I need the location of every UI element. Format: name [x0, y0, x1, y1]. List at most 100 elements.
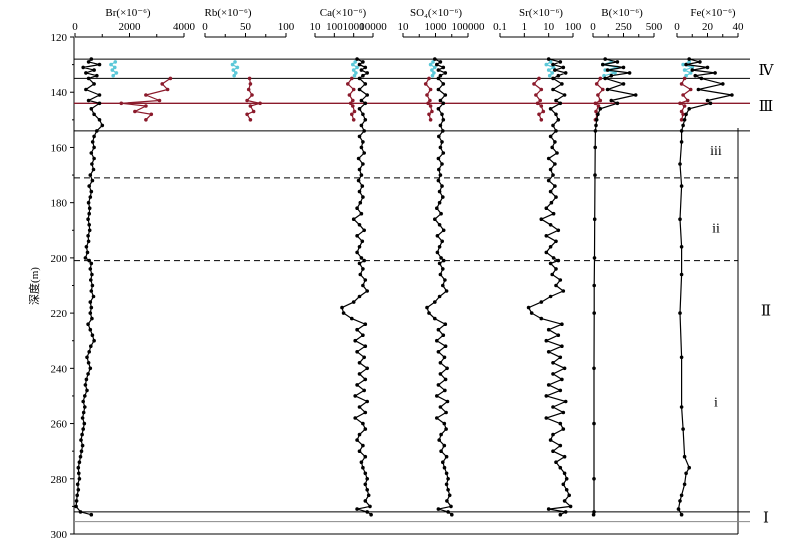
data-point-B-main [601, 62, 605, 67]
data-point-SO4-main [435, 416, 439, 420]
x-tick-label-Ca-100: 100 [326, 21, 343, 33]
data-point-Rb-marker [258, 101, 262, 106]
data-point-SO4-main [441, 195, 445, 199]
data-point-Sr-main [558, 421, 563, 426]
data-point-Fe-main [678, 499, 682, 503]
data-point-Sr-main [558, 60, 563, 64]
data-point-Sr-main [550, 145, 554, 150]
data-point-SO4-main [440, 140, 444, 144]
depth-tick-label-240: 240 [51, 363, 68, 375]
data-point-Fe-main [681, 427, 685, 431]
data-point-Ca-main [362, 355, 367, 360]
data-point-Rb-marker [248, 104, 253, 108]
data-point-B-main [605, 87, 610, 92]
data-point-B-main [627, 71, 632, 75]
data-point-Ca-marker [348, 101, 353, 106]
data-point-Ca-upper [354, 71, 358, 75]
data-point-Ca-main [363, 278, 368, 282]
data-point-SO4-main [433, 300, 437, 304]
data-point-Br-main [85, 250, 90, 255]
data-point-SO4-main [433, 316, 437, 321]
data-point-Fe-main [713, 71, 717, 75]
data-point-Ca-main [363, 118, 368, 122]
data-point-SO4-main [438, 73, 443, 78]
data-point-Ca-main [357, 449, 362, 454]
data-point-SO4-main [443, 71, 448, 75]
data-point-Sr-main [553, 184, 557, 188]
data-point-Sr-main [551, 62, 555, 67]
data-point-Ca-main [357, 107, 362, 111]
depth-tick-label-260: 260 [51, 419, 68, 431]
data-point-Sr-main [546, 57, 551, 61]
data-point-Br-main [84, 71, 88, 75]
data-point-Ca-main [361, 140, 365, 144]
data-point-Sr-main [558, 278, 563, 282]
data-point-SO4-main [441, 82, 446, 86]
data-point-Ca-upper [353, 60, 358, 64]
data-point-B-main [621, 82, 626, 86]
data-point-SO4-main [435, 338, 439, 343]
data-point-Sr-marker [539, 87, 544, 92]
data-point-Sr-main [558, 512, 563, 517]
data-point-Ca-main [361, 60, 365, 64]
data-point-Ca-main [363, 101, 368, 106]
data-point-Br-main [92, 156, 96, 161]
data-point-SO4-main [443, 344, 448, 349]
data-point-Sr-marker [537, 112, 541, 117]
data-point-Br-main [90, 316, 94, 321]
data-point-Sr-main [548, 223, 553, 227]
data-point-Ca-marker [351, 98, 355, 103]
data-point-Ca-main [365, 488, 370, 492]
data-point-Fe-main [679, 355, 684, 360]
data-point-Br-main [78, 510, 83, 514]
data-point-SO4-main [443, 377, 448, 382]
data-point-SO4-main [441, 333, 446, 338]
data-point-Ca-main [353, 394, 358, 398]
data-point-Fe-main [687, 465, 691, 470]
data-point-Rb-upper [234, 71, 238, 75]
data-point-Sr-main [562, 499, 567, 503]
data-point-Sr-main [548, 134, 553, 139]
data-point-Br-main [97, 101, 102, 106]
data-point-Ca-main [365, 71, 370, 75]
data-point-Br-main [88, 267, 93, 271]
data-point-Ca-main [363, 344, 368, 349]
data-point-Ca-main [357, 189, 362, 194]
data-point-Fe-main [676, 507, 681, 511]
data-point-SO4-main [441, 228, 446, 233]
depth-tick-label-160: 160 [51, 142, 68, 154]
data-point-Ca-main [355, 383, 359, 387]
data-point-Br-main [97, 118, 102, 122]
data-point-Fe-upper [688, 71, 693, 75]
x-tick-label-B-250: 250 [615, 21, 632, 33]
data-point-Sr-main [562, 93, 567, 97]
data-point-Ca-main [366, 493, 371, 498]
data-point-B-marker [596, 93, 600, 97]
data-point-SO4-marker [425, 93, 429, 97]
data-point-Br-upper [113, 60, 118, 64]
data-point-Fe-main [687, 107, 691, 111]
data-point-SO4-main [441, 65, 446, 70]
data-point-Br-main [86, 234, 90, 238]
data-point-Ca-main [359, 145, 364, 150]
data-point-SO4-main [446, 510, 450, 514]
data-point-Br-marker [144, 118, 148, 122]
data-point-SO4-main [425, 305, 429, 310]
data-point-Fe-main [679, 272, 684, 277]
data-point-Br-main [92, 82, 96, 86]
data-point-Rb-marker [248, 82, 253, 86]
x-tick-label-Fe-40: 40 [733, 21, 745, 33]
data-point-B-main [615, 60, 620, 64]
data-point-Rb-upper [231, 68, 236, 72]
data-point-SO4-main [438, 405, 443, 409]
data-point-Sr-upper [547, 73, 552, 78]
data-point-SO4-marker [428, 87, 433, 92]
data-point-SO4-main [438, 123, 443, 128]
data-point-Br-upper [113, 65, 117, 70]
data-point-Fe-main [682, 454, 687, 459]
data-point-Sr-main [551, 76, 555, 81]
data-point-SO4-main [442, 421, 447, 426]
data-point-Br-main [79, 449, 84, 454]
data-point-Br-main [81, 399, 85, 404]
